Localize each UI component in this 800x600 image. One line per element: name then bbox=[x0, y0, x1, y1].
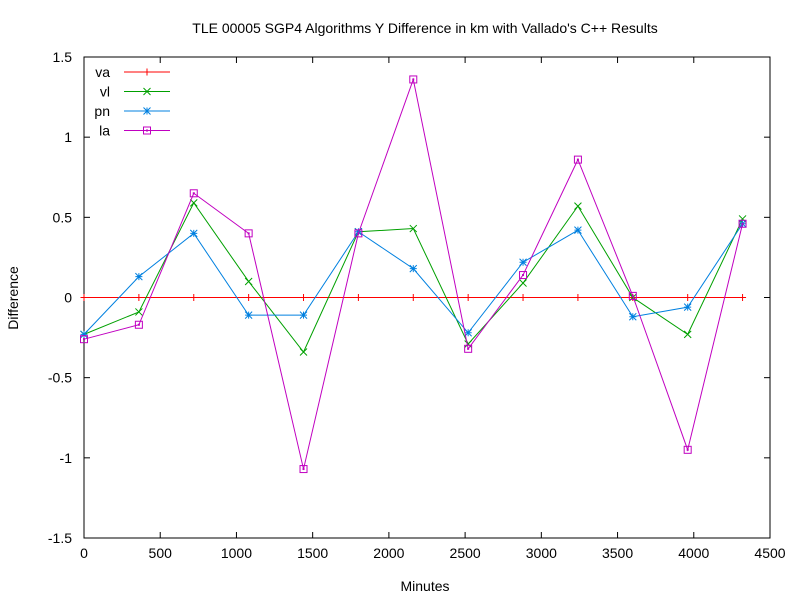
data-point-va bbox=[354, 294, 362, 301]
legend-marker-va bbox=[143, 68, 151, 76]
series-la bbox=[80, 75, 747, 474]
data-point-vl bbox=[683, 330, 692, 339]
x-tick-label: 500 bbox=[149, 545, 173, 561]
data-point-va bbox=[684, 294, 692, 301]
data-point-vl bbox=[244, 277, 253, 286]
x-tick-label: 3000 bbox=[526, 545, 557, 561]
data-point-va bbox=[135, 294, 143, 301]
y-tick-label: -0.5 bbox=[48, 370, 72, 386]
legend-entry-va: va bbox=[95, 64, 170, 80]
data-point-pn bbox=[244, 311, 253, 319]
legend-label-la: la bbox=[99, 123, 110, 139]
legend-entry-vl: vl bbox=[100, 84, 170, 100]
data-point-vl bbox=[519, 279, 527, 287]
data-point-vl bbox=[574, 202, 582, 210]
data-point-pn bbox=[80, 330, 88, 339]
data-point-va bbox=[519, 294, 527, 301]
series-vl bbox=[80, 199, 747, 356]
y-tick-label: 0 bbox=[64, 290, 72, 306]
x-tick-label: 2500 bbox=[450, 545, 481, 561]
data-point-vl bbox=[409, 224, 418, 233]
data-point-pn bbox=[464, 328, 473, 337]
data-point-vl bbox=[189, 199, 198, 207]
y-tick-label: -1 bbox=[60, 450, 73, 466]
data-point-va bbox=[190, 294, 198, 301]
axes: 0 500 1000 1500 2000 2500 3000 3500 4000 4500 -1.5… bbox=[48, 49, 786, 561]
x-tick-label: 0 bbox=[80, 545, 88, 561]
data-point-la bbox=[244, 229, 253, 238]
legend-label-pn: pn bbox=[94, 103, 110, 119]
legend-entry-la: la bbox=[99, 123, 170, 139]
data-point-la bbox=[464, 344, 473, 353]
data-point-pn bbox=[299, 311, 308, 319]
data-point-pn bbox=[519, 258, 527, 267]
y-axis-label: Difference bbox=[5, 266, 21, 330]
data-point-la bbox=[134, 320, 143, 329]
y-tick-label: 0.5 bbox=[53, 209, 73, 225]
data-point-pn bbox=[683, 303, 692, 311]
legend-marker-la bbox=[143, 126, 151, 135]
data-point-va bbox=[464, 294, 472, 301]
data-point-pn bbox=[628, 312, 637, 321]
data-point-la bbox=[299, 465, 308, 474]
legend-marker-pn bbox=[143, 107, 151, 115]
data-point-la bbox=[519, 271, 528, 280]
data-point-pn bbox=[135, 272, 143, 281]
chart-title: TLE 00005 SGP4 Algorithms Y Difference i… bbox=[192, 20, 657, 36]
data-point-la bbox=[189, 189, 198, 198]
x-tick-label: 2000 bbox=[373, 545, 404, 561]
data-point-la bbox=[354, 229, 363, 238]
data-point-va bbox=[80, 294, 88, 301]
data-point-la bbox=[738, 219, 747, 228]
data-point-pn bbox=[574, 226, 582, 235]
plot-area bbox=[80, 75, 747, 474]
data-point-va bbox=[245, 294, 253, 301]
x-tick-label: 4000 bbox=[678, 545, 709, 561]
legend: va vl pn la bbox=[94, 64, 170, 139]
legend-label-va: va bbox=[95, 64, 110, 80]
x-tick-label: 4500 bbox=[754, 545, 785, 561]
data-point-pn bbox=[189, 229, 198, 238]
legend-marker-vl bbox=[143, 87, 151, 96]
y-tick-label: 1 bbox=[64, 129, 72, 145]
data-point-la bbox=[628, 291, 637, 300]
legend-label-vl: vl bbox=[100, 84, 110, 100]
legend-entry-pn: pn bbox=[94, 103, 170, 119]
data-point-la bbox=[573, 155, 582, 164]
y-tick-label: -1.5 bbox=[48, 530, 72, 546]
data-point-vl bbox=[299, 348, 308, 356]
x-tick-label: 1000 bbox=[221, 545, 252, 561]
data-point-la bbox=[409, 75, 418, 84]
data-point-la bbox=[683, 445, 692, 454]
x-tick-label: 3500 bbox=[602, 545, 633, 561]
data-point-va bbox=[409, 294, 417, 301]
data-point-va bbox=[739, 294, 747, 301]
x-axis-label: Minutes bbox=[400, 578, 449, 594]
data-point-pn bbox=[409, 264, 418, 273]
y-tick-label: 1.5 bbox=[53, 49, 73, 65]
data-point-va bbox=[574, 294, 582, 301]
x-tick-label: 1500 bbox=[297, 545, 328, 561]
data-point-pn bbox=[354, 227, 363, 236]
data-point-la bbox=[80, 335, 88, 344]
data-point-va bbox=[300, 294, 308, 301]
data-point-vl bbox=[135, 308, 143, 316]
